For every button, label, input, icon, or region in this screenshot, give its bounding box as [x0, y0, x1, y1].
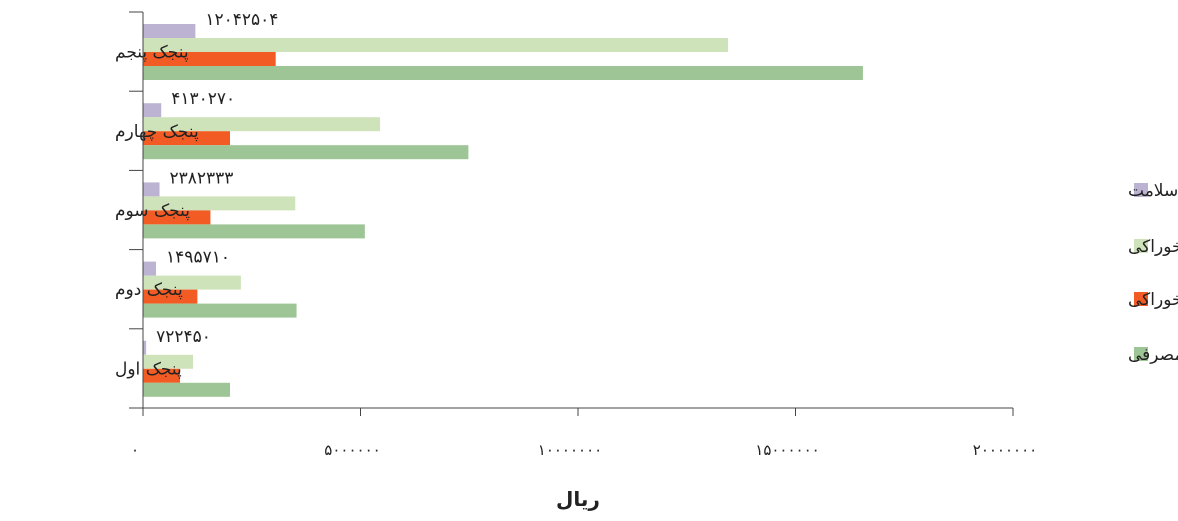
bar-2-4 [143, 117, 381, 132]
bar-1-5 [143, 24, 196, 38]
bar-3-1 [143, 368, 180, 383]
bar-4-4 [143, 145, 469, 160]
category-label-2: پنجک دوم [115, 280, 183, 300]
x-tick-label-1: ۰ [131, 441, 139, 459]
legend-swatch-2 [1134, 239, 1148, 253]
data-label-5: ۱۲۰۴۲۵۰۴ [205, 10, 278, 30]
x-tick-label-5: ۲۰۰۰۰۰۰۰ [973, 441, 1037, 459]
category-label-4: پنجک چهارم [115, 122, 199, 142]
legend-swatch-3 [1134, 292, 1148, 306]
bar-4-1 [143, 382, 230, 397]
legend-swatch-1 [1134, 183, 1148, 197]
legend-label-2: مواد غیر خوراکی [1128, 237, 1178, 257]
x-tick-label-2: ۵۰۰۰۰۰۰ [324, 441, 380, 459]
x-tick-label-4: ۱۵۰۰۰۰۰۰ [755, 441, 819, 459]
bar-1-2 [143, 261, 157, 276]
bar-1-1 [143, 340, 147, 355]
bar-1-4 [143, 103, 162, 118]
legend-swatch-4 [1134, 347, 1148, 361]
bar-3-2 [143, 289, 198, 304]
bar-1-3 [143, 182, 160, 197]
bar-2-1 [143, 354, 194, 369]
bar-3-4 [143, 131, 230, 146]
data-label-3: ۲۳۸۲۳۳۳ [170, 168, 234, 188]
x-axis-title: ریال [556, 487, 600, 511]
bar-2-3 [143, 196, 296, 211]
data-label-1: ۷۲۲۴۵۰ [156, 327, 211, 347]
category-label-1: پنجک اول [115, 359, 182, 379]
bar-3-3 [143, 210, 211, 225]
data-label-4: ۴۱۳۰۲۷۰ [171, 89, 235, 109]
bar-4-3 [143, 224, 365, 239]
x-tick-label-3: ۱۰۰۰۰۰۰۰ [538, 441, 602, 459]
bar-3-5 [143, 52, 276, 66]
bar-2-5 [143, 38, 729, 52]
legend-label-1: سلامت [1128, 181, 1178, 201]
category-label-3: پنجک سوم [115, 201, 190, 221]
bar-4-5 [143, 66, 863, 80]
category-label-5: پنجک پنجم [115, 43, 189, 63]
legend-label-3: مواد خوراکی [1128, 290, 1178, 310]
bar-2-2 [143, 275, 241, 290]
bar-4-2 [143, 303, 297, 318]
data-label-2: ۱۴۹۵۷۱۰ [166, 248, 230, 268]
legend-label-4: کل هزینه‌های مصرفی [1128, 345, 1178, 365]
